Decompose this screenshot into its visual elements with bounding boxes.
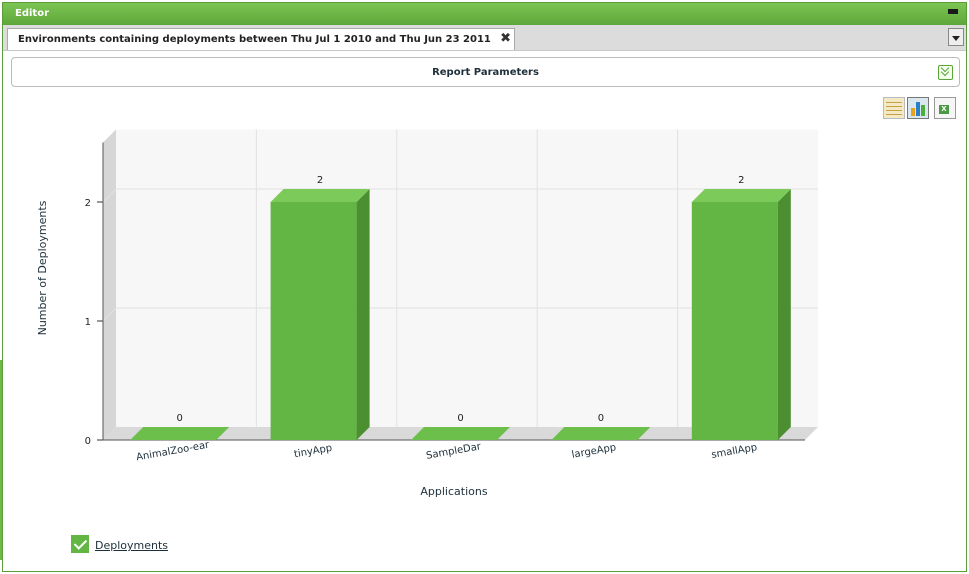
data-label: 0 <box>457 413 463 424</box>
report-parameters-panel[interactable]: Report Parameters <box>11 57 960 87</box>
data-label: 2 <box>738 175 744 186</box>
editor-title-bar: Editor <box>3 3 966 25</box>
bar-AnimalZoo-ear[interactable] <box>130 427 230 440</box>
y-tick-label: 0 <box>85 436 91 447</box>
y-axis-title: Number of Deployments <box>36 200 49 335</box>
tab-report[interactable]: Environments containing deployments betw… <box>7 28 515 50</box>
close-icon[interactable]: ✖ <box>500 31 511 46</box>
chart-view-icon[interactable] <box>907 97 929 119</box>
bar-smallApp[interactable] <box>691 189 791 440</box>
x-tick-label: tinyApp <box>293 443 333 461</box>
report-parameters-label: Report Parameters <box>432 67 539 78</box>
x-tick-label: SampleDar <box>425 441 482 462</box>
grid-line-horizontal <box>102 188 117 203</box>
legend-label-deployments[interactable]: Deployments <box>95 539 169 552</box>
tab-bar: Environments containing deployments betw… <box>3 25 966 51</box>
bar-SampleDar[interactable] <box>411 427 510 440</box>
x-tick-label: AnimalZoo-ear <box>135 440 211 464</box>
editor-title: Editor <box>15 8 49 19</box>
x-tick-label: largeApp <box>571 442 617 461</box>
bar-largeApp[interactable] <box>551 427 651 440</box>
grid-line-horizontal <box>102 307 117 322</box>
legend-checkbox-icon[interactable] <box>71 535 89 553</box>
data-label: 0 <box>598 413 604 424</box>
tab-menu-dropdown-icon[interactable] <box>948 28 964 46</box>
data-label: 2 <box>317 175 323 186</box>
y-tick-label: 2 <box>85 198 91 209</box>
excel-export-icon[interactable]: X <box>934 97 956 119</box>
data-label: 0 <box>177 413 183 424</box>
minimize-icon[interactable] <box>948 9 958 14</box>
y-tick-label: 1 <box>85 317 91 328</box>
tab-label: Environments containing deployments betw… <box>18 34 491 45</box>
x-tick-label: smallApp <box>711 442 758 461</box>
plot-side-wall <box>103 129 116 440</box>
table-view-icon[interactable] <box>883 97 905 119</box>
x-axis-title: Applications <box>420 485 487 498</box>
expand-icon[interactable] <box>938 65 953 80</box>
bar-tinyApp[interactable] <box>270 189 370 440</box>
deployments-bar-chart: 0 1 2 0 AnimalZoo-ear 2 tinyApp 0 SampleDar 0 larg… <box>36 129 818 498</box>
